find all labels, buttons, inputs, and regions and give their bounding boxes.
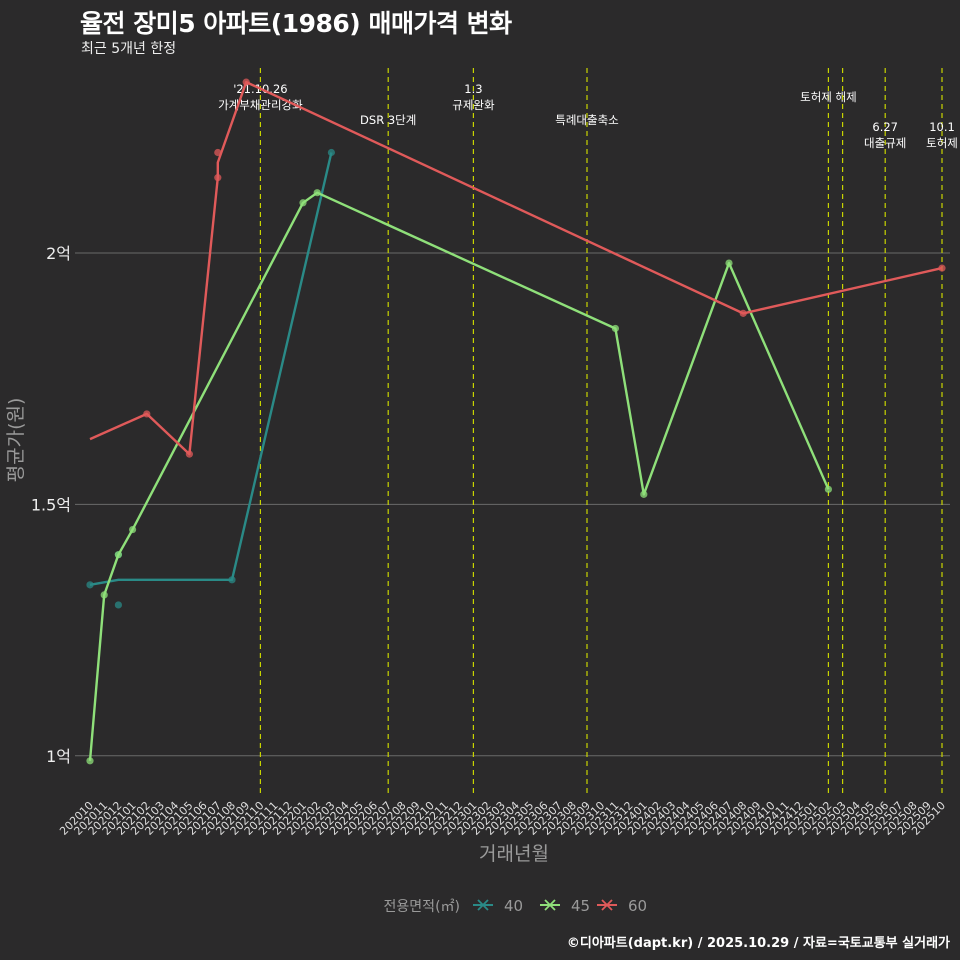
data-point-45 xyxy=(114,551,122,559)
data-point-60 xyxy=(214,148,222,157)
series-line-40 xyxy=(89,152,333,586)
event-label: 6.27 xyxy=(872,120,898,134)
legend-label-40: 40 xyxy=(504,897,523,915)
series-layer xyxy=(86,78,946,765)
legend-label-45: 45 xyxy=(571,897,590,915)
data-point-45 xyxy=(299,199,307,207)
event-label: 규제완화 xyxy=(452,98,495,112)
legend-swatch-mark-40 xyxy=(477,899,489,911)
legend-swatch-mark-45 xyxy=(544,899,556,911)
series-line-45 xyxy=(88,191,830,761)
data-point-60 xyxy=(143,410,151,418)
data-point-40 xyxy=(86,581,94,589)
event-label: 토허제 xyxy=(926,136,958,150)
data-point-60 xyxy=(242,78,250,86)
y-axis-label: 평균가(원) xyxy=(5,398,27,483)
data-point-45 xyxy=(824,485,833,493)
data-point-45 xyxy=(100,591,108,599)
data-point-45 xyxy=(725,259,733,267)
event-label: 가계부채관리강화 xyxy=(218,98,303,112)
axis-layer: 1억1.5억2억20201020201120201220210120210220… xyxy=(31,244,948,838)
data-point-45 xyxy=(86,757,94,765)
event-label: 토허제 해제 xyxy=(800,90,857,104)
y-tick-label: 1.5억 xyxy=(31,495,71,514)
data-point-60 xyxy=(739,309,747,317)
event-label: DSR 3단계 xyxy=(360,113,416,127)
data-point-40 xyxy=(228,576,236,584)
event-label: 1.3 xyxy=(464,82,482,96)
data-point-60 xyxy=(214,174,222,182)
event-label: 대출규제 xyxy=(864,136,906,150)
grid-layer xyxy=(75,252,950,757)
legend-swatch-mark-60 xyxy=(601,899,613,911)
y-tick-label: 2억 xyxy=(46,244,71,263)
legend: 전용면적(㎡) 40 45 60 xyxy=(384,897,648,915)
data-point-45 xyxy=(129,525,137,534)
data-point-40 xyxy=(114,601,122,609)
chart-title: 율전 장미5 아파트(1986) 매매가격 변화 xyxy=(80,9,512,38)
legend-label-60: 60 xyxy=(628,897,647,915)
source-caption: ©디아파트(dapt.kr) / 2025.10.29 / 자료=국토교통부 실… xyxy=(566,936,950,951)
event-label: 특례대출축소 xyxy=(555,113,618,127)
x-axis-label: 거래년월 xyxy=(479,843,549,865)
data-point-45 xyxy=(611,324,620,333)
y-tick-label: 1억 xyxy=(46,747,71,766)
data-point-60 xyxy=(938,264,946,272)
data-point-45 xyxy=(640,490,648,498)
data-point-60 xyxy=(185,450,193,458)
series-line-60 xyxy=(89,80,943,456)
legend-title: 전용면적(㎡) xyxy=(384,899,460,915)
data-point-40 xyxy=(327,148,335,157)
chart-subtitle: 최근 5개년 한정 xyxy=(81,41,177,57)
data-point-45 xyxy=(313,189,321,197)
event-label: 10.1 xyxy=(929,120,955,134)
